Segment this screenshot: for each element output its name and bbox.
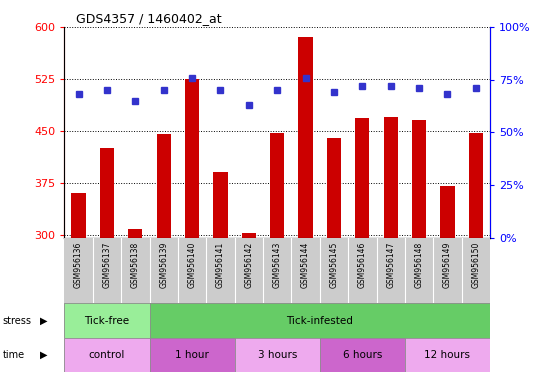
Bar xyxy=(298,37,312,238)
Text: GSM956148: GSM956148 xyxy=(414,242,423,288)
Bar xyxy=(469,133,483,238)
Bar xyxy=(270,133,284,238)
Text: GSM956144: GSM956144 xyxy=(301,242,310,288)
Bar xyxy=(320,338,405,372)
Text: GSM956149: GSM956149 xyxy=(443,242,452,288)
Text: time: time xyxy=(3,350,25,360)
Text: stress: stress xyxy=(3,316,32,326)
Text: 1 hour: 1 hour xyxy=(175,350,209,360)
Text: GSM956141: GSM956141 xyxy=(216,242,225,288)
Bar xyxy=(384,117,398,238)
Text: GSM956145: GSM956145 xyxy=(329,242,338,288)
Bar xyxy=(64,338,150,372)
Bar xyxy=(72,193,86,238)
Text: GSM956142: GSM956142 xyxy=(244,242,253,288)
Bar xyxy=(64,303,150,338)
Text: Tick-free: Tick-free xyxy=(85,316,129,326)
Text: 12 hours: 12 hours xyxy=(424,350,470,360)
Text: GSM956138: GSM956138 xyxy=(131,242,140,288)
Text: GSM956150: GSM956150 xyxy=(472,242,480,288)
Text: control: control xyxy=(89,350,125,360)
Bar xyxy=(185,79,199,238)
Bar xyxy=(100,148,114,238)
Text: GSM956136: GSM956136 xyxy=(74,242,83,288)
Bar xyxy=(213,172,227,238)
Bar xyxy=(327,138,341,238)
Text: GSM956143: GSM956143 xyxy=(273,242,282,288)
Text: 3 hours: 3 hours xyxy=(258,350,297,360)
Bar xyxy=(405,338,490,372)
Text: 6 hours: 6 hours xyxy=(343,350,382,360)
Bar xyxy=(440,186,455,238)
Text: GSM956137: GSM956137 xyxy=(102,242,111,288)
Text: ▶: ▶ xyxy=(40,316,48,326)
Bar xyxy=(355,118,370,238)
Bar xyxy=(157,134,171,238)
Bar xyxy=(150,338,235,372)
Text: GSM956140: GSM956140 xyxy=(188,242,197,288)
Text: ▶: ▶ xyxy=(40,350,48,360)
Text: GDS4357 / 1460402_at: GDS4357 / 1460402_at xyxy=(76,12,221,25)
Text: GSM956146: GSM956146 xyxy=(358,242,367,288)
Bar xyxy=(235,338,320,372)
Bar xyxy=(242,233,256,238)
Text: GSM956147: GSM956147 xyxy=(386,242,395,288)
Text: Tick-infested: Tick-infested xyxy=(286,316,353,326)
Bar xyxy=(150,303,490,338)
Bar xyxy=(412,120,426,238)
Bar xyxy=(128,229,142,238)
Text: GSM956139: GSM956139 xyxy=(159,242,168,288)
